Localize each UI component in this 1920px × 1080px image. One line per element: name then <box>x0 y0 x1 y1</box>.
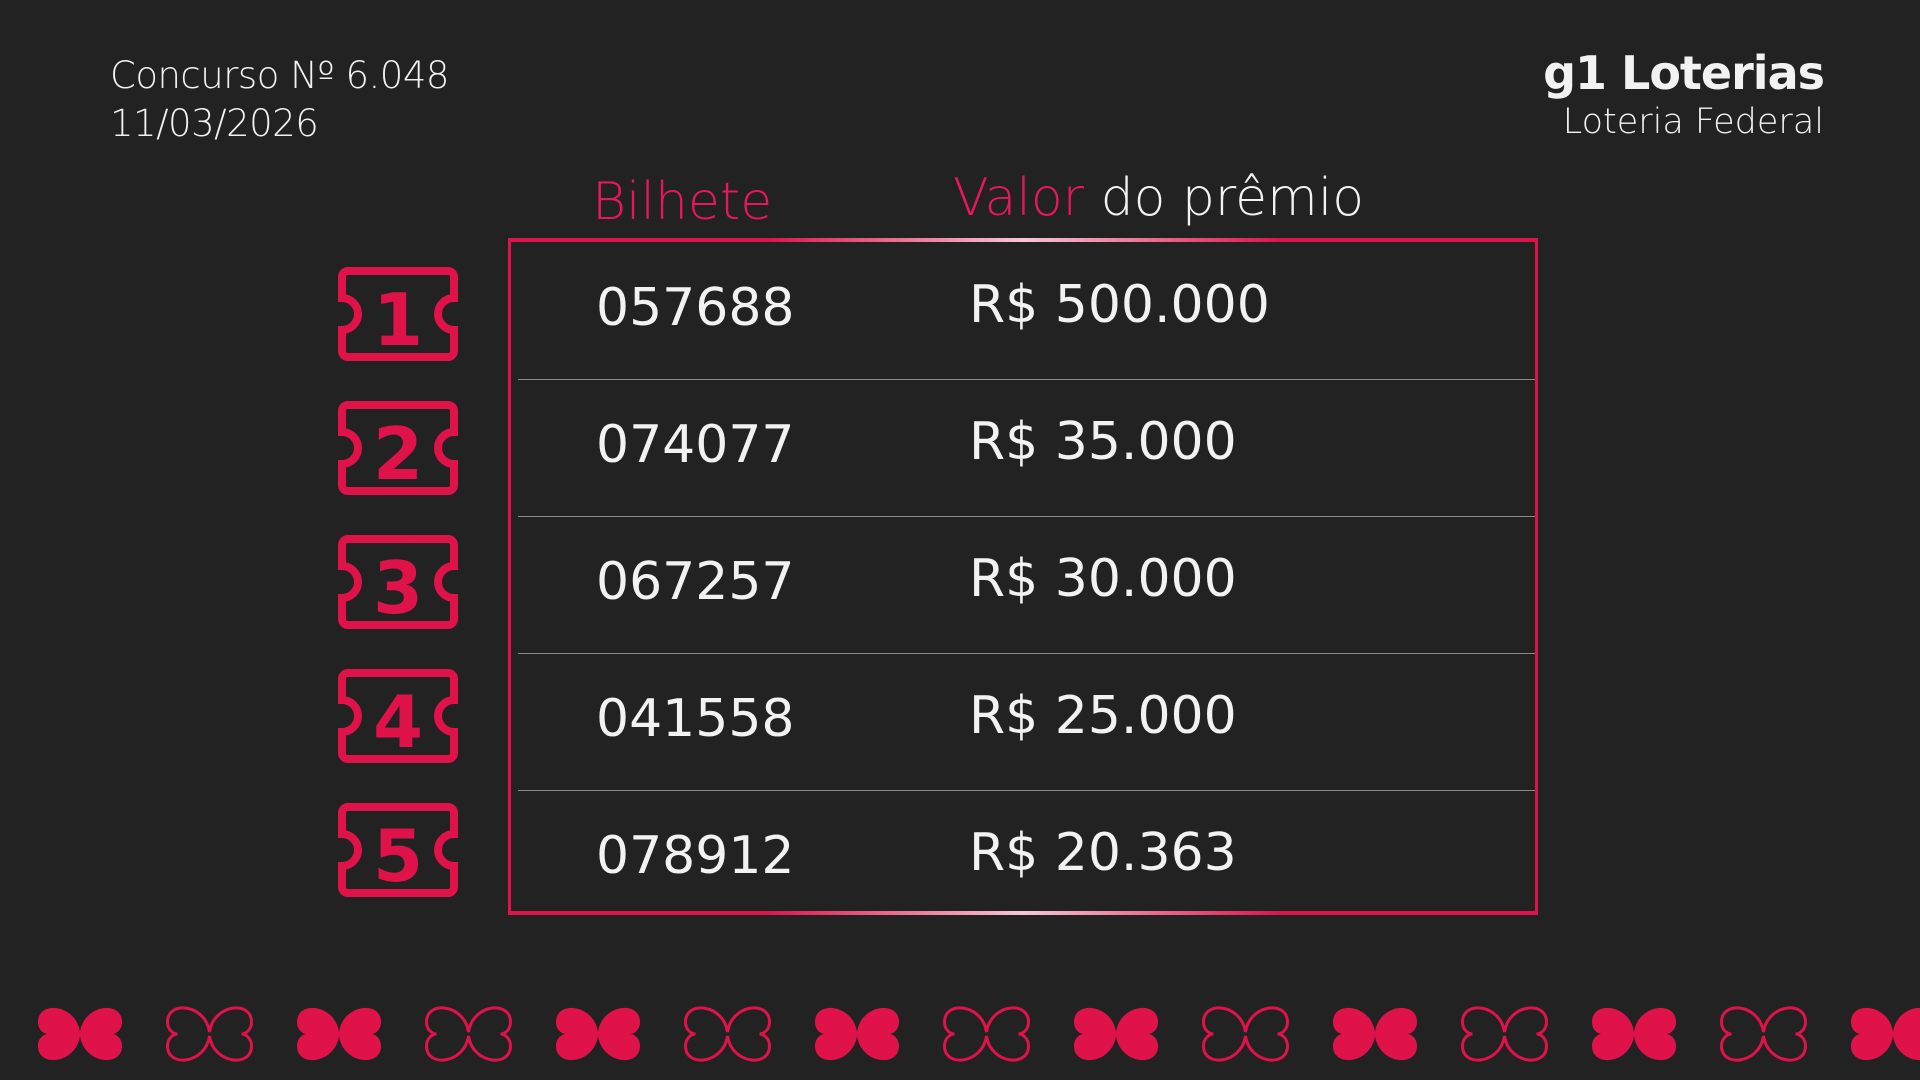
four-leaf-clover-icon <box>1333 1007 1417 1061</box>
ticket-number: 067257 <box>596 552 795 612</box>
prize-word: do prêmio <box>1084 168 1365 228</box>
ticket-icon: 2 <box>336 400 460 496</box>
four-leaf-clover-icon <box>1851 1007 1920 1061</box>
four-leaf-clover-icon <box>165 1006 254 1062</box>
rank-number: 4 <box>373 680 423 764</box>
rank-number: 1 <box>373 278 423 362</box>
prize-value: R$ 35.000 <box>969 412 1237 472</box>
ticket-number: 078912 <box>596 826 795 886</box>
four-leaf-clover-icon <box>683 1006 772 1062</box>
four-leaf-clover-icon <box>297 1007 381 1061</box>
four-leaf-clover-icon <box>815 1007 899 1061</box>
ticket-icon: 1 <box>336 266 460 362</box>
table-row: 078912 R$ 20.363 <box>518 790 1535 927</box>
brand: g1 Loterias Loteria Federal <box>1543 46 1825 144</box>
prize-value: R$ 25.000 <box>969 686 1237 746</box>
ticket-number: 057688 <box>596 278 795 338</box>
rank-number: 5 <box>373 814 423 898</box>
four-leaf-clover-icon <box>1592 1007 1676 1061</box>
column-header-ticket: Bilhete <box>592 172 773 232</box>
prize-value: R$ 20.363 <box>969 823 1237 883</box>
table-row: 074077 R$ 35.000 <box>518 379 1535 517</box>
four-leaf-clover-icon <box>942 1006 1031 1062</box>
ticket-number: 041558 <box>596 689 795 749</box>
prize-value: R$ 30.000 <box>969 549 1237 609</box>
four-leaf-clover-icon <box>424 1006 513 1062</box>
four-leaf-clover-icon <box>556 1007 640 1061</box>
four-leaf-clover-icon <box>38 1007 122 1061</box>
g1-logo: g1 Loterias <box>1543 46 1825 100</box>
ticket-icon: 5 <box>336 802 460 898</box>
ticket-number: 074077 <box>596 415 795 475</box>
four-leaf-clover-icon <box>1074 1007 1158 1061</box>
brand-subtitle: Loteria Federal <box>1562 102 1824 142</box>
contest-info: Concurso Nº 6.048 11/03/2026 <box>110 52 449 148</box>
contest-number: Concurso Nº 6.048 <box>110 54 449 97</box>
table-row: 041558 R$ 25.000 <box>518 653 1535 791</box>
table-row: 057688 R$ 500.000 <box>518 242 1535 380</box>
results-table: 057688 R$ 500.000 074077 R$ 35.000 067257 R$ … <box>508 238 1538 915</box>
four-leaf-clover-icon <box>1201 1006 1290 1062</box>
clover-decoration <box>38 1006 1920 1062</box>
ticket-icon: 3 <box>336 534 460 630</box>
ticket-icon: 4 <box>336 668 460 764</box>
four-leaf-clover-icon <box>1719 1006 1808 1062</box>
four-leaf-clover-icon <box>1460 1006 1549 1062</box>
table-row: 067257 R$ 30.000 <box>518 516 1535 654</box>
value-word: Valor <box>953 168 1085 228</box>
column-header-value: Valor do prêmio <box>953 168 1364 228</box>
prize-value: R$ 500.000 <box>969 275 1270 335</box>
rank-number: 2 <box>373 412 423 496</box>
contest-date: 11/03/2026 <box>110 102 319 145</box>
rank-number: 3 <box>373 546 423 630</box>
